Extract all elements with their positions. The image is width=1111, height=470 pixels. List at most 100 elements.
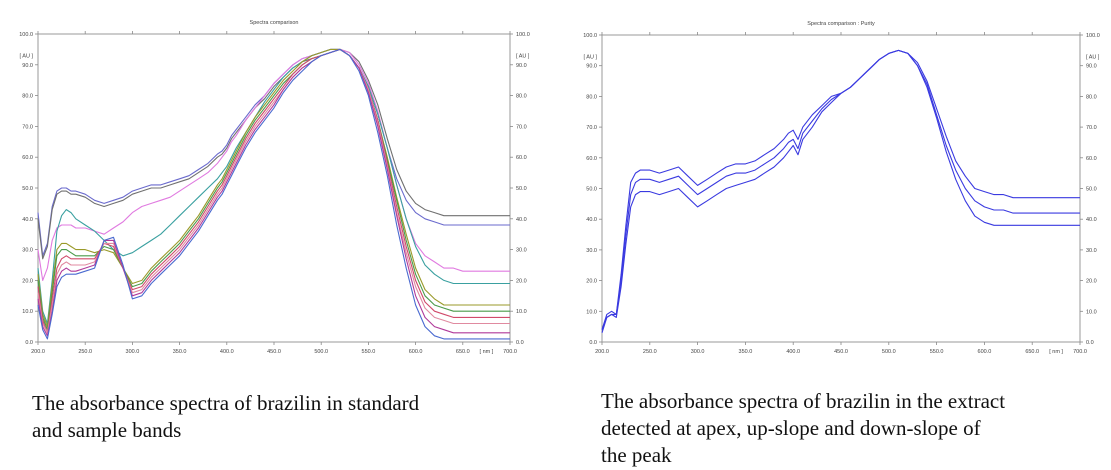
left-caption-line-2: and sample bands (32, 418, 182, 442)
right-chart-caption: The absorbance spectra of brazilin in th… (601, 388, 1101, 469)
spectrum-series-line-2 (601, 49, 1080, 330)
spectrum-series-line-8 (37, 48, 510, 334)
spectrum-series-line-10 (37, 48, 510, 340)
y-tick-label-right: 70.0 (516, 124, 527, 130)
x-tick-label: 200.0 (595, 349, 609, 355)
y-tick-label-left: 40.0 (586, 217, 597, 223)
y-tick-label-left: 30.0 (586, 248, 597, 254)
left-chart-caption: The absorbance spectra of brazilin in st… (32, 390, 532, 444)
y-tick-label-right: 50.0 (1086, 187, 1097, 193)
y-tick-label-left: 100.0 (19, 32, 33, 38)
x-tick-label: 450.0 (834, 349, 848, 355)
y-tick-label-left: 50.0 (586, 187, 597, 193)
y-tick-label-left: 80.0 (22, 94, 33, 100)
x-tick-label: 300.0 (126, 349, 140, 355)
x-tick-label: 550.0 (362, 349, 376, 355)
x-tick-label: 650.0 (1025, 349, 1039, 355)
left-caption-line-1: The absorbance spectra of brazilin in st… (32, 391, 420, 415)
y-unit-label-right: [ AU ] (516, 54, 530, 60)
y-tick-label-right: 10.0 (516, 309, 527, 315)
spectrum-series-line-5 (37, 48, 510, 328)
x-tick-label: 500.0 (882, 349, 896, 355)
spectrum-series-line-1 (601, 49, 1080, 330)
spectrum-series-line-9 (37, 48, 510, 337)
y-tick-label-right: 20.0 (516, 278, 527, 284)
y-tick-label-left: 90.0 (22, 63, 33, 69)
x-tick-label: 250.0 (643, 349, 657, 355)
y-tick-label-right: 50.0 (516, 186, 527, 192)
y-tick-label-left: 0.0 (589, 340, 597, 346)
y-tick-label-right: 80.0 (1086, 94, 1097, 100)
x-tick-label: 600.0 (409, 349, 423, 355)
x-tick-label: 650.0 (456, 349, 470, 355)
x-tick-label: 200.0 (31, 349, 45, 355)
x-tick-label: 400.0 (220, 349, 234, 355)
y-unit-label-right: [ AU ] (1086, 54, 1100, 60)
y-tick-label-left: 70.0 (586, 125, 597, 131)
y-tick-label-left: 90.0 (586, 64, 597, 70)
chart-title: Spectra comparison (250, 20, 299, 26)
y-tick-label-left: 20.0 (22, 278, 33, 284)
plot-frame (601, 34, 1081, 343)
x-tick-label: 350.0 (173, 349, 187, 355)
y-tick-label-right: 70.0 (1086, 125, 1097, 131)
y-tick-label-right: 30.0 (516, 248, 527, 254)
y-tick-label-right: 60.0 (1086, 156, 1097, 162)
y-tick-label-left: 40.0 (22, 217, 33, 223)
x-tick-label: 350.0 (739, 349, 753, 355)
y-tick-label-right: 90.0 (1086, 64, 1097, 70)
y-tick-label-left: 0.0 (25, 340, 33, 346)
x-tick-label: 700.0 (1073, 349, 1087, 355)
y-tick-label-right: 100.0 (516, 32, 530, 38)
spectrum-series-line-3 (601, 49, 1080, 333)
x-unit-label: [ nm ] (1049, 349, 1063, 355)
x-tick-label: 300.0 (691, 349, 705, 355)
spectra-comparison-chart: Spectra comparison 0.0 0.0 10.0 10.0 20.0 20.0… (2, 2, 550, 355)
y-tick-label-right: 40.0 (516, 217, 527, 223)
x-tick-label: 250.0 (78, 349, 92, 355)
right-caption-line-1: The absorbance spectra of brazilin in th… (601, 389, 1006, 413)
purity-comparison-plot: Spectra comparison : Purity 0.0 0.0 10.0 10.… (583, 21, 1100, 355)
y-tick-label-right: 0.0 (516, 340, 524, 346)
y-tick-label-right: 0.0 (1086, 340, 1094, 346)
y-tick-label-left: 80.0 (586, 94, 597, 100)
right-caption-line-2: detected at apex, up-slope and down-slop… (601, 416, 981, 440)
x-unit-label: [ nm ] (480, 349, 494, 355)
y-tick-label-left: 60.0 (22, 155, 33, 161)
spectra-comparison-plot: Spectra comparison 0.0 0.0 10.0 10.0 20.0 20.0… (19, 20, 530, 355)
y-tick-label-right: 20.0 (1086, 279, 1097, 285)
spectrum-series-line-2 (37, 48, 510, 260)
y-tick-label-right: 60.0 (516, 155, 527, 161)
x-tick-label: 600.0 (978, 349, 992, 355)
y-tick-label-right: 30.0 (1086, 248, 1097, 254)
x-tick-label: 550.0 (930, 349, 944, 355)
spectrum-series-line-1 (37, 48, 510, 257)
y-tick-label-left: 30.0 (22, 248, 33, 254)
y-tick-label-left: 60.0 (586, 156, 597, 162)
y-tick-label-right: 10.0 (1086, 309, 1097, 315)
y-unit-label-left: [ AU ] (20, 54, 34, 60)
x-tick-label: 450.0 (267, 349, 281, 355)
right-caption-line-3: the peak (601, 443, 672, 467)
spectrum-series-line-6 (37, 48, 510, 331)
plot-frame (37, 33, 511, 343)
spectrum-series-line-4 (37, 48, 510, 325)
y-tick-label-left: 10.0 (22, 309, 33, 315)
y-tick-label-right: 80.0 (516, 94, 527, 100)
y-tick-label-right: 40.0 (1086, 217, 1097, 223)
y-tick-label-left: 20.0 (586, 279, 597, 285)
y-tick-label-left: 100.0 (583, 33, 597, 39)
spectrum-series-line-7 (37, 48, 510, 334)
x-tick-label: 500.0 (314, 349, 328, 355)
y-tick-label-left: 50.0 (22, 186, 33, 192)
y-unit-label-left: [ AU ] (584, 54, 598, 60)
spectrum-series-line-3 (37, 48, 510, 281)
y-tick-label-left: 70.0 (22, 124, 33, 130)
x-tick-label: 400.0 (786, 349, 800, 355)
chart-title: Spectra comparison : Purity (807, 21, 875, 27)
y-tick-label-right: 90.0 (516, 63, 527, 69)
purity-comparison-chart: Spectra comparison : Purity 0.0 0.0 10.0 10.… (570, 2, 1111, 355)
y-tick-label-left: 10.0 (586, 309, 597, 315)
x-tick-label: 700.0 (503, 349, 517, 355)
y-tick-label-right: 100.0 (1086, 33, 1100, 39)
